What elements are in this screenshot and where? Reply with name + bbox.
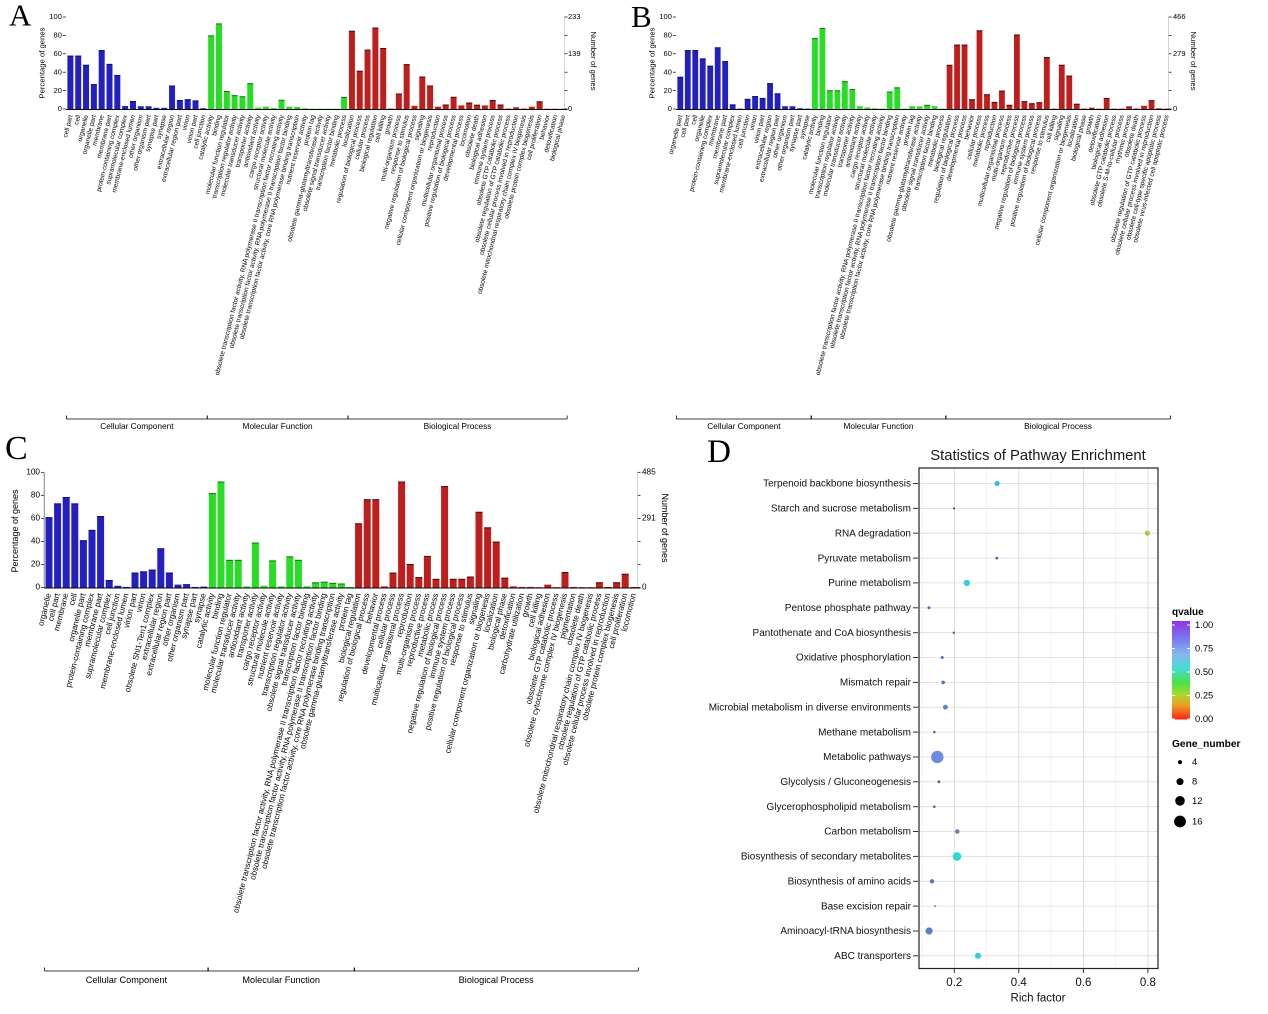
svg-text:growth: growth [1084, 114, 1096, 135]
svg-text:Glycerophospholipid metabolism: Glycerophospholipid metabolism [766, 802, 911, 813]
svg-text:139: 139 [568, 49, 581, 58]
svg-text:0.2: 0.2 [946, 977, 962, 989]
svg-text:cell: cell [73, 114, 82, 126]
svg-text:Pentose phosphate pathway: Pentose phosphate pathway [785, 603, 911, 614]
svg-text:100: 100 [26, 468, 40, 477]
svg-text:0: 0 [1173, 104, 1177, 113]
svg-text:4: 4 [1192, 756, 1197, 767]
svg-text:ABC transporters: ABC transporters [834, 951, 911, 962]
svg-text:Microbial metabolism in divers: Microbial metabolism in diverse environm… [709, 702, 911, 713]
svg-text:Metabolic pathways: Metabolic pathways [823, 752, 911, 763]
svg-text:Gene_number: Gene_number [1172, 739, 1241, 750]
svg-text:Number of genes: Number of genes [1189, 32, 1198, 91]
svg-text:B: B [631, 0, 652, 34]
svg-text:466: 466 [1173, 12, 1186, 21]
svg-text:40: 40 [664, 67, 672, 76]
svg-text:0.00: 0.00 [1195, 713, 1213, 724]
svg-text:80: 80 [54, 31, 62, 40]
svg-text:80: 80 [664, 31, 672, 40]
svg-text:Number of genes: Number of genes [589, 32, 598, 91]
svg-text:20: 20 [664, 86, 672, 95]
svg-text:0: 0 [35, 583, 40, 592]
svg-text:0: 0 [642, 583, 647, 592]
svg-text:60: 60 [54, 49, 62, 58]
svg-text:20: 20 [31, 560, 41, 569]
svg-text:0.4: 0.4 [1011, 977, 1028, 989]
svg-text:16: 16 [1192, 816, 1202, 827]
svg-text:0: 0 [58, 104, 62, 113]
svg-text:Biosynthesis of secondary meta: Biosynthesis of secondary metabolites [741, 852, 911, 863]
svg-text:279: 279 [1173, 49, 1186, 58]
svg-text:0.75: 0.75 [1195, 643, 1213, 654]
svg-text:RNA degradation: RNA degradation [835, 528, 911, 539]
svg-text:80: 80 [31, 491, 41, 500]
svg-text:Terpenoid backbone biosynthesi: Terpenoid backbone biosynthesis [763, 479, 911, 490]
svg-text:Cellular Component: Cellular Component [100, 421, 174, 431]
svg-text:Rich factor: Rich factor [1011, 993, 1066, 1005]
svg-text:0: 0 [568, 104, 572, 113]
svg-text:cell: cell [690, 114, 699, 126]
svg-text:1.00: 1.00 [1195, 619, 1213, 630]
svg-text:60: 60 [31, 514, 41, 523]
svg-text:12: 12 [1192, 795, 1202, 806]
svg-text:Glycolysis / Gluconeogenesis: Glycolysis / Gluconeogenesis [780, 777, 911, 788]
svg-text:Purine metabolism: Purine metabolism [828, 578, 911, 589]
svg-text:Methane metabolism: Methane metabolism [818, 727, 911, 738]
svg-text:8: 8 [1192, 776, 1197, 787]
svg-text:0.6: 0.6 [1075, 977, 1091, 989]
svg-text:Biological Process: Biological Process [459, 975, 534, 985]
svg-text:Carbon metabolism: Carbon metabolism [824, 827, 911, 838]
svg-text:0.50: 0.50 [1195, 666, 1213, 677]
svg-text:0.25: 0.25 [1195, 690, 1213, 701]
svg-text:cell: cell [67, 592, 79, 606]
svg-text:Percentage of genes: Percentage of genes [10, 489, 20, 573]
svg-text:233: 233 [568, 12, 581, 21]
svg-text:Biosynthesis of amino acids: Biosynthesis of amino acids [788, 877, 911, 888]
svg-text:Biological Process: Biological Process [424, 421, 492, 431]
svg-text:Oxidative phosphorylation: Oxidative phosphorylation [796, 653, 911, 664]
svg-text:Cellular Component: Cellular Component [707, 421, 781, 431]
svg-text:0: 0 [668, 104, 672, 113]
svg-text:Pantothenate and CoA biosynthe: Pantothenate and CoA biosynthesis [753, 628, 911, 639]
svg-text:A: A [9, 0, 32, 33]
svg-text:0.8: 0.8 [1140, 977, 1156, 989]
svg-text:Molecular Function: Molecular Function [242, 975, 320, 985]
svg-text:20: 20 [54, 86, 62, 95]
svg-text:Number of genes: Number of genes [660, 493, 670, 563]
svg-text:Cellular Component: Cellular Component [86, 975, 168, 985]
svg-text:60: 60 [664, 49, 672, 58]
svg-text:Molecular Function: Molecular Function [243, 421, 313, 431]
svg-text:40: 40 [54, 67, 62, 76]
svg-text:D: D [707, 434, 731, 470]
svg-text:100: 100 [49, 12, 62, 21]
svg-text:40: 40 [31, 537, 41, 546]
svg-text:100: 100 [659, 12, 672, 21]
svg-text:Molecular Function: Molecular Function [843, 421, 913, 431]
svg-text:Statistics of Pathway Enrichme: Statistics of Pathway Enrichment [930, 448, 1145, 464]
svg-text:virion: virion [749, 114, 760, 131]
svg-text:C: C [5, 430, 28, 467]
svg-text:Aminoacyl-tRNA biosynthesis: Aminoacyl-tRNA biosynthesis [780, 926, 911, 937]
svg-text:Pyruvate metabolism: Pyruvate metabolism [818, 553, 911, 564]
svg-text:Percentage of genes: Percentage of genes [38, 27, 47, 98]
svg-text:qvalue: qvalue [1172, 607, 1204, 618]
svg-text:growth: growth [384, 114, 396, 135]
svg-text:291: 291 [642, 514, 656, 523]
svg-text:Base excision repair: Base excision repair [821, 901, 912, 912]
svg-text:Percentage of genes: Percentage of genes [648, 27, 657, 98]
svg-text:Mismatch repair: Mismatch repair [840, 678, 912, 689]
svg-text:Starch and sucrose metabolism: Starch and sucrose metabolism [771, 504, 911, 515]
svg-text:Biological Process: Biological Process [1024, 421, 1092, 431]
svg-text:485: 485 [642, 468, 656, 477]
svg-text:virion: virion [181, 114, 192, 131]
